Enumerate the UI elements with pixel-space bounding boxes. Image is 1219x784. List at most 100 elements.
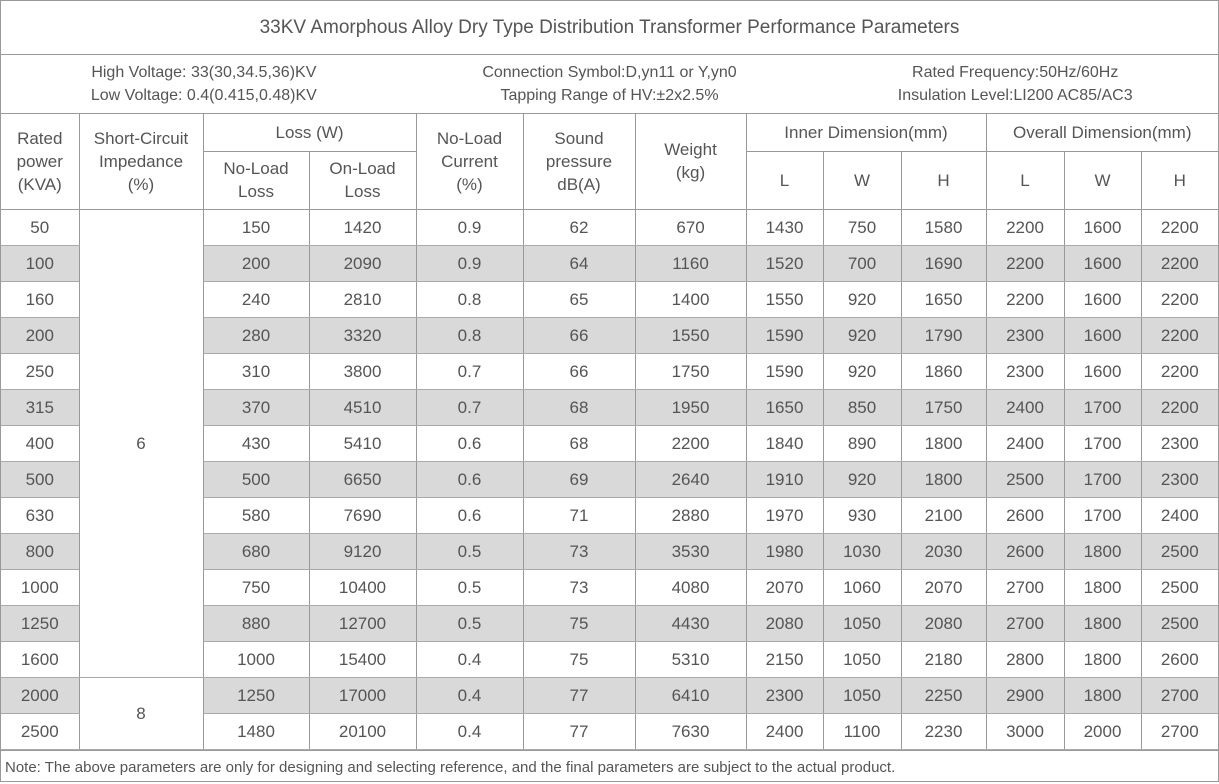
data-cell: 20100 — [308, 712, 417, 750]
column-header: Inner Dimension(mm) — [745, 114, 987, 152]
data-cell: 630 — [1, 496, 80, 534]
data-cell: 1690 — [900, 244, 987, 282]
data-cell: 1840 — [745, 424, 824, 462]
data-cell: 580 — [202, 496, 310, 534]
data-cell: 2640 — [634, 460, 747, 498]
column-header: Short-Circuit Impedance (%) — [78, 114, 204, 210]
data-row: 630 580 7690 0.6 71 2880 1970 930 2100 2600 1700 24… — [1, 496, 1219, 534]
data-cell: 2800 — [985, 640, 1065, 678]
data-cell: 1580 — [900, 208, 987, 246]
data-cell: 670 — [634, 208, 747, 246]
data-cell: 3000 — [985, 712, 1065, 750]
sub-header: H — [1140, 150, 1219, 210]
data-cell: 2600 — [1140, 640, 1219, 678]
data-cell: 1100 — [822, 712, 902, 750]
data-cell: 2600 — [985, 496, 1065, 534]
data-cell: 71 — [522, 496, 636, 534]
info-line: High Voltage: 33(30,34.5,36)KV — [91, 64, 317, 81]
data-cell: 62 — [522, 208, 636, 246]
data-cell: 2400 — [1140, 496, 1219, 534]
data-cell: 500 — [1, 460, 80, 498]
data-cell: 4430 — [634, 604, 747, 642]
data-cell: 4510 — [308, 388, 417, 426]
data-cell: 800 — [1, 532, 80, 570]
data-cell: 6410 — [634, 676, 747, 714]
data-cell: 880 — [202, 604, 310, 642]
data-cell: 2400 — [985, 424, 1065, 462]
data-cell: 65 — [522, 280, 636, 318]
data-cell: 1800 — [1063, 604, 1142, 642]
data-cell: 1430 — [745, 208, 824, 246]
data-cell: 400 — [1, 424, 80, 462]
data-cell: 17000 — [308, 676, 417, 714]
info-block: High Voltage: 33(30,34.5,36)KV Low Voltag… — [1, 55, 407, 113]
data-cell: 2150 — [745, 640, 824, 678]
header-row: Rated power (KVA) Short-Circuit Impedance… — [1, 114, 1219, 210]
data-cell: 1790 — [900, 316, 987, 354]
data-cell: 1480 — [202, 712, 310, 750]
data-cell: 1590 — [745, 352, 824, 390]
data-cell: 0.6 — [415, 424, 524, 462]
sub-header: W — [1063, 150, 1142, 210]
data-cell: 7630 — [634, 712, 747, 750]
title: 33KV Amorphous Alloy Dry Type Distributi… — [1, 1, 1218, 55]
data-cell: 0.5 — [415, 604, 524, 642]
data-row: 315 370 4510 0.7 68 1950 1650 850 1750 2400 1700 22… — [1, 388, 1219, 426]
data-cell: 2070 — [900, 568, 987, 606]
data-cell: 2500 — [1140, 568, 1219, 606]
data-cell: 3320 — [308, 316, 417, 354]
data-cell: 0.7 — [415, 388, 524, 426]
data-cell: 5410 — [308, 424, 417, 462]
data-cell: 1400 — [634, 280, 747, 318]
data-cell: 1970 — [745, 496, 824, 534]
data-cell: 2200 — [1140, 208, 1219, 246]
data-cell: 1050 — [822, 604, 902, 642]
data-cell: 2300 — [745, 676, 824, 714]
data-cell: 1160 — [634, 244, 747, 282]
data-cell: 73 — [522, 568, 636, 606]
data-cell: 69 — [522, 460, 636, 498]
data-row: 1600 1000 15400 0.4 75 5310 2150 1050 2180 2800 18… — [1, 640, 1219, 678]
data-cell: 2900 — [985, 676, 1065, 714]
table-body: Rated power (KVA) Short-Circuit Impedance… — [1, 114, 1219, 750]
data-cell: 1800 — [1063, 676, 1142, 714]
data-row: 1000 750 10400 0.5 73 4080 2070 1060 2070 2700 180… — [1, 568, 1219, 606]
data-cell: 1650 — [745, 388, 824, 426]
data-cell: 930 — [822, 496, 902, 534]
data-cell: 7690 — [308, 496, 417, 534]
data-cell: 3800 — [308, 352, 417, 390]
note: Note: The above parameters are only for … — [1, 749, 1218, 784]
data-cell: 0.8 — [415, 280, 524, 318]
data-cell: 2810 — [308, 280, 417, 318]
data-cell: 240 — [202, 280, 310, 318]
data-cell: 1600 — [1063, 280, 1142, 318]
data-cell: 3530 — [634, 532, 747, 570]
data-cell: 2500 — [1140, 604, 1219, 642]
data-cell: 2200 — [634, 424, 747, 462]
data-cell: 0.5 — [415, 532, 524, 570]
data-cell: 2500 — [985, 460, 1065, 498]
data-cell: 680 — [202, 532, 310, 570]
data-cell: 77 — [522, 712, 636, 750]
data-cell: 315 — [1, 388, 80, 426]
sub-header: H — [900, 150, 987, 210]
data-row: 2000 8 1250 17000 0.4 77 6410 2300 1050 2250 2900 1… — [1, 676, 1219, 750]
data-cell: 1700 — [1063, 496, 1142, 534]
data-cell: 1910 — [745, 460, 824, 498]
data-cell: 2600 — [985, 532, 1065, 570]
data-row: 200 280 3320 0.8 66 1550 1590 920 1790 2300 1600 22… — [1, 316, 1219, 354]
data-cell: 5310 — [634, 640, 747, 678]
data-cell: 2000 — [1, 676, 80, 714]
data-cell: 920 — [822, 316, 902, 354]
data-cell: 12700 — [308, 604, 417, 642]
data-cell: 2300 — [1140, 424, 1219, 462]
info-block: Connection Symbol:D,yn11 or Y,yn0 Tapping… — [407, 55, 813, 113]
data-cell: 66 — [522, 352, 636, 390]
data-cell: 1000 — [202, 640, 310, 678]
data-cell: 2200 — [1140, 280, 1219, 318]
sub-header: W — [822, 150, 902, 210]
data-cell: 2230 — [900, 712, 987, 750]
data-cell: 1600 — [1063, 352, 1142, 390]
data-cell: 250 — [1, 352, 80, 390]
data-cell: 1250 — [202, 676, 310, 714]
